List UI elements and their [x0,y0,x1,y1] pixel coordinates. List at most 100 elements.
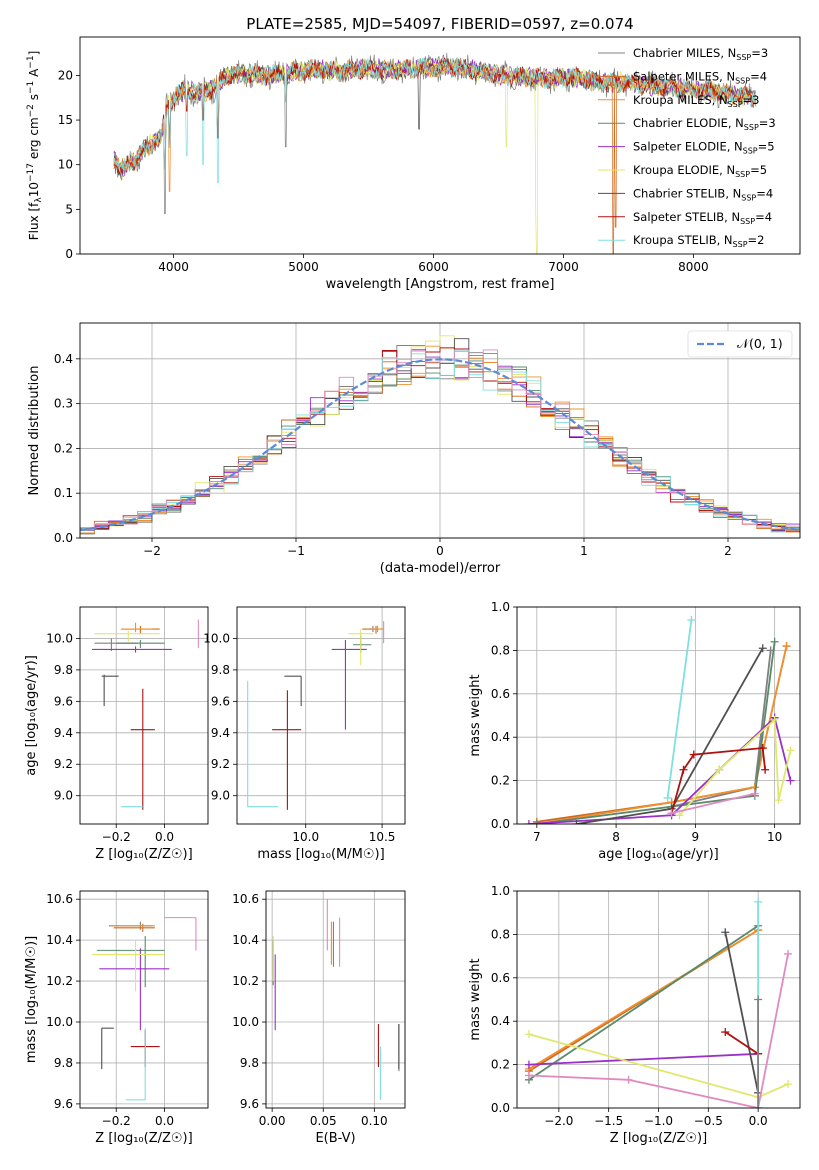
legend-value: =5 [758,140,775,154]
weight-marker [784,1080,793,1089]
axes-histogram: −2 −1 0 1 2 0.0 0.1 0.2 0.3 0.4 (data-model)/error… [27,322,801,576]
weight-marker [784,949,793,958]
y-tick-label: 0.3 [54,397,73,411]
y-tick-label: 0.1 [54,486,73,500]
x-tick-label: 0.0 [155,1114,174,1128]
weight-line-1 [528,929,759,1070]
y-label-part: λ [34,197,44,203]
errorbar-point-2 [111,923,155,928]
legend-entry: Salpeter MILES, NSSP=4 [633,69,767,85]
legend-name: Chabrier ELODIE, N [633,116,744,130]
errorbar-point-3 [96,936,165,988]
legend-entry: Chabrier ELODIE, NSSP=3 [633,116,776,132]
y-label-part: −17 [26,163,36,182]
y-tick-label: 0.6 [491,971,510,985]
y-axis-label: mass weight [468,674,483,756]
weight-line-2 [528,924,759,1081]
legend-value: =5 [750,163,767,177]
spectrum-line-8 [113,57,756,183]
x-tick-label: −1.5 [594,1114,623,1128]
legend-name: Salpeter STELIB, N [633,210,740,224]
y-tick-label: 1.0 [491,884,510,898]
y-label-part: ] [27,51,41,56]
y-label-part: −2 [26,104,36,117]
axes-frame [79,36,801,255]
legend-sub: SSP [728,100,743,109]
weight-marker [754,1104,763,1108]
y-label-part: A [27,68,41,81]
y-tick-label: 9.0 [54,789,73,803]
errorbar-point-8 [247,680,279,808]
x-tick-label: 0.05 [310,1114,337,1128]
y-tick-label: 10 [58,158,73,172]
axes-mass-ebv: 0.00 0.05 0.10 9.6 9.8 10.0 10.2 10.4 10.6 E(B-V) [232,890,406,1146]
errorbar-point-2 [121,622,153,633]
errorbar-point-6 [284,675,302,707]
x-axis-label: Z [log₁₀(Z/Z☉)] [610,1131,707,1146]
plot-area-mass-z [92,917,197,1101]
y-tick-label: 0.2 [491,774,510,788]
weight-marker [721,1028,730,1037]
legend-sub: SSP [740,217,755,226]
y-tick-label: 0.2 [54,441,73,455]
y-label-part: s [27,94,41,104]
legend-entry: Chabrier STELIB, NSSP=4 [633,186,773,202]
x-axis-label: age [log₁₀(age/yr)] [598,847,719,862]
y-tick-label: 15 [58,113,73,127]
legend-value: =4 [755,210,772,224]
x-tick-label: −0.2 [102,1114,131,1128]
weight-marker [750,789,759,798]
legend-name: Salpeter ELODIE, N [633,140,743,154]
weight-marker [786,746,795,755]
legend-sub: SSP [743,147,758,156]
y-tick-label: 10.6 [232,892,259,906]
weight-marker [761,765,770,774]
y-tick-label: 9.6 [54,1097,73,1111]
axes-frame [79,890,209,1109]
legend-sub: SSP [741,193,756,202]
weight-marker [524,820,533,824]
legend-entry: Kroupa ELODIE, NSSP=5 [633,163,767,179]
legend-name: Kroupa ELODIE, N [633,163,735,177]
weight-marker [667,809,676,818]
y-axis-label: mass weight [468,958,483,1040]
x-tick-label: −2.0 [544,1114,573,1128]
weight-marker [754,995,763,1004]
weight-marker [689,750,698,759]
axes-weight-z: −2.0 −1.5 −1.0 −0.5 0.0 0.0 0.2 0.4 0.6 0.8 1.0 Z [… [468,884,801,1146]
x-tick-label: −1.0 [644,1114,673,1128]
legend-sub: SSP [744,123,759,132]
y-tick-label: 10.6 [46,892,73,906]
y-tick-label: 0.8 [491,643,510,657]
x-tick-label: −2 [143,544,161,558]
x-tick-label: 10.5 [369,830,396,844]
x-tick-label: 10 [767,830,782,844]
weight-marker [524,1071,533,1080]
legend-name: Salpeter MILES, N [633,69,735,83]
x-tick-label: 9 [692,830,700,844]
errorbar-point-5 [92,940,165,992]
legend-value: =3 [743,93,760,107]
y-tick-label: 9.6 [240,1097,259,1111]
x-axis-label: E(B-V) [315,1131,355,1146]
x-tick-label: 0.00 [259,1114,286,1128]
weight-line-8 [528,953,789,1108]
y-tick-label: 1.0 [491,600,510,614]
x-tick-label: −0.2 [102,830,131,844]
y-axis-label: Normed distribution [27,366,42,496]
legend-value: =3 [751,46,768,60]
legend-sub: SSP [735,170,750,179]
weight-marker [754,897,763,906]
weight-line-5 [724,932,759,1093]
y-tick-label: 9.8 [54,1056,73,1070]
x-tick-label: 4000 [158,260,189,274]
x-tick-label: 0 [436,544,444,558]
plot-area-age-mass [247,621,385,810]
legend-name: Chabrier STELIB, N [633,186,741,200]
figure-title: PLATE=2585, MJD=54097, FIBERID=0597, z=0… [246,15,633,33]
y-tick-label: 9.2 [211,757,230,771]
errorbar-point-6 [101,674,119,707]
